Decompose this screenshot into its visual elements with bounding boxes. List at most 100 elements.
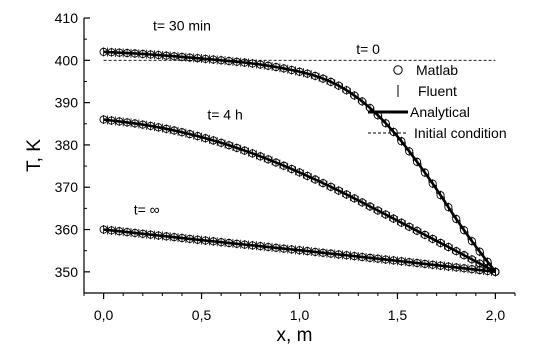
matlab-marker (381, 119, 390, 128)
matlab-marker (162, 51, 171, 60)
y-tick-label: 380 (55, 137, 79, 153)
matlab-marker (436, 238, 445, 248)
matlab-marker (99, 47, 108, 56)
matlab-marker (460, 226, 469, 235)
matlab-marker (279, 161, 288, 170)
matlab-marker (115, 117, 124, 126)
matlab-marker (365, 202, 375, 211)
matlab-marker (224, 238, 234, 248)
matlab-marker (412, 258, 422, 268)
matlab-marker (240, 58, 249, 67)
matlab-marker (287, 65, 296, 75)
matlab-marker (491, 267, 500, 276)
matlab-marker (224, 141, 234, 150)
matlab-marker (287, 164, 296, 174)
matlab-marker (154, 51, 163, 60)
matlab-marker (123, 49, 132, 58)
matlab-marker (217, 56, 226, 65)
matlab-marker (350, 252, 359, 261)
legend-entry-label: Fluent (418, 83, 457, 99)
matlab-marker (303, 171, 312, 180)
matlab-marker (326, 249, 335, 258)
matlab-marker (209, 136, 218, 145)
annotation-label: t= 30 min (153, 18, 211, 34)
matlab-marker (444, 242, 453, 252)
matlab-marker (264, 155, 273, 164)
matlab-marker (358, 97, 367, 106)
matlab-marker (342, 251, 351, 260)
matlab-marker (248, 59, 257, 68)
y-tick-label: 410 (55, 10, 79, 26)
matlab-marker (232, 239, 241, 248)
matlab-marker (170, 233, 179, 242)
matlab-marker (99, 225, 108, 234)
matlab-marker (373, 254, 382, 263)
matlab-marker (209, 55, 218, 64)
matlab-marker (397, 218, 406, 227)
matlab-marker (467, 265, 476, 274)
matlab-marker (107, 48, 116, 57)
matlab-marker (428, 260, 437, 269)
matlab-marker (248, 241, 257, 250)
matlab-marker (123, 228, 132, 237)
matlab-marker (405, 147, 414, 156)
matlab-marker (115, 227, 124, 236)
matlab-marker (397, 137, 406, 146)
matlab-marker (256, 60, 265, 69)
matlab-marker (412, 157, 422, 166)
annotations: t= 30 min t= 0 t= 4 h t= ∞ (134, 18, 380, 218)
matlab-marker (193, 54, 202, 63)
x-tick-label: 1,0 (290, 307, 310, 323)
matlab-marker (303, 247, 312, 256)
legend-entry-label: Analytical (410, 104, 470, 120)
y-tick-label: 360 (55, 222, 79, 238)
matlab-marker (358, 252, 367, 262)
matlab-marker (271, 158, 281, 167)
matlab-marker (185, 53, 194, 62)
matlab-marker (420, 168, 429, 177)
matlab-marker (483, 266, 492, 276)
matlab-marker (350, 91, 359, 100)
matlab-marker (240, 240, 249, 249)
matlab-marker (201, 236, 210, 245)
annotation-label: t= 4 h (207, 107, 242, 123)
matlab-marker (264, 242, 273, 252)
legend-entry-label: Initial condition (414, 125, 507, 141)
matlab-marker (475, 266, 484, 275)
matlab-marker (405, 222, 414, 231)
matlab-marker (295, 67, 304, 76)
matlab-marker (311, 71, 320, 80)
matlab-marker (350, 194, 359, 203)
matlab-marker (318, 74, 328, 83)
matlab-marker (256, 152, 265, 161)
axes: 350 360 370 380 390 400 410 0,0 0,5 1,0 1,5 2,0 x, m… (24, 10, 516, 346)
y-tick-label: 370 (55, 179, 79, 195)
matlab-marker (334, 81, 343, 90)
matlab-marker (420, 230, 429, 239)
matlab-marker (232, 57, 241, 66)
matlab-marker (224, 57, 234, 66)
matlab-marker (115, 48, 124, 57)
matlab-marker (256, 242, 265, 251)
matlab-marker (232, 143, 241, 152)
matlab-marker (170, 52, 179, 61)
matlab-marker (271, 243, 281, 252)
matlab-marker (154, 231, 163, 240)
matlab-marker (444, 203, 453, 212)
matlab-marker (381, 255, 390, 264)
matlab-marker (185, 130, 194, 139)
matlab-marker (389, 127, 398, 136)
matlab-marker (389, 256, 398, 265)
matlab-marker (342, 86, 351, 95)
matlab-marker (99, 115, 108, 124)
matlab-marker (311, 247, 320, 256)
matlab-marker (185, 234, 194, 243)
matlab-marker (287, 245, 296, 254)
matlab-marker (177, 128, 187, 137)
matlab-marker (154, 123, 163, 132)
matlab-marker (444, 262, 453, 271)
x-axis-title: x, m (277, 325, 313, 346)
matlab-marker (303, 69, 312, 78)
y-axis-title: T, K (24, 139, 45, 172)
